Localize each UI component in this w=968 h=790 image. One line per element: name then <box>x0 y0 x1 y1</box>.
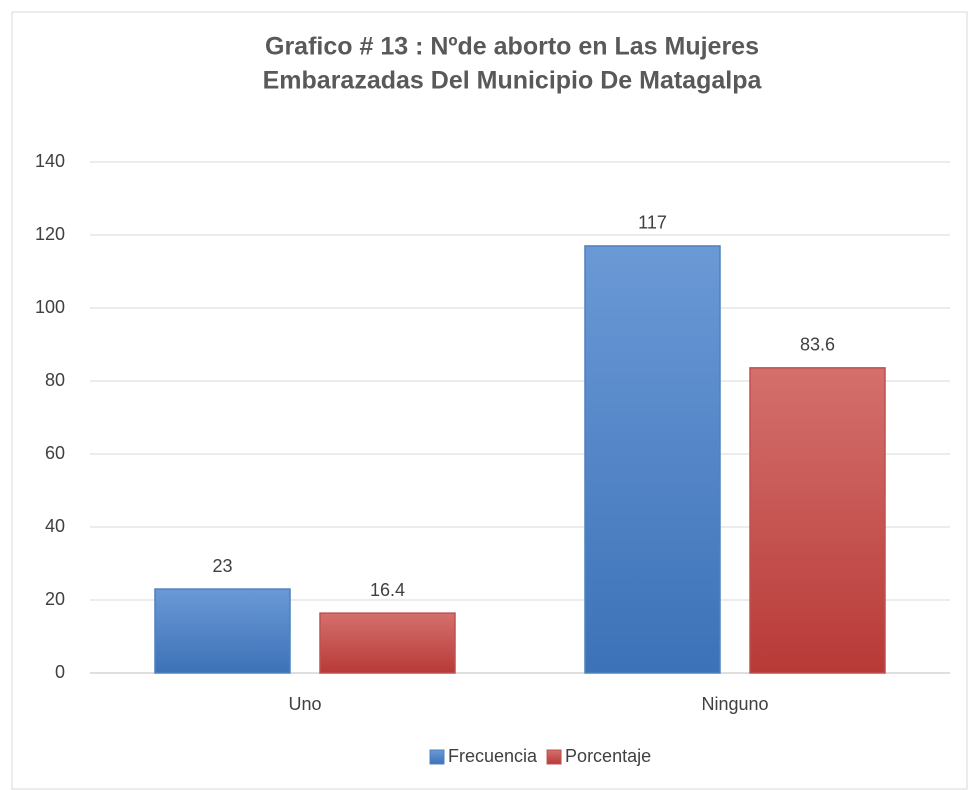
y-tick-label: 60 <box>45 443 65 463</box>
legend-swatch <box>546 749 562 765</box>
data-label: 83.6 <box>800 335 835 355</box>
chart-title: Grafico # 13 : Nºde aborto en Las Mujere… <box>265 33 759 61</box>
y-tick-label: 0 <box>55 662 65 682</box>
y-tick-label: 120 <box>35 224 65 244</box>
legend-label: Frecuencia <box>448 746 538 766</box>
chart-title: Embarazadas Del Municipio De Matagalpa <box>263 67 763 95</box>
y-tick-label: 20 <box>45 589 65 609</box>
bar <box>584 245 721 674</box>
legend-swatch <box>429 749 445 765</box>
bar <box>319 612 456 674</box>
data-label: 23 <box>212 556 232 576</box>
bar <box>154 588 291 674</box>
y-tick-label: 80 <box>45 370 65 390</box>
y-tick-label: 140 <box>35 151 65 171</box>
x-tick-label: Uno <box>288 694 321 714</box>
legend-label: Porcentaje <box>565 746 651 766</box>
bar <box>749 367 886 674</box>
data-label: 16.4 <box>370 580 405 600</box>
y-tick-label: 40 <box>45 516 65 536</box>
x-tick-label: Ninguno <box>701 694 768 714</box>
data-label: 117 <box>638 213 667 233</box>
y-tick-label: 100 <box>35 297 65 317</box>
